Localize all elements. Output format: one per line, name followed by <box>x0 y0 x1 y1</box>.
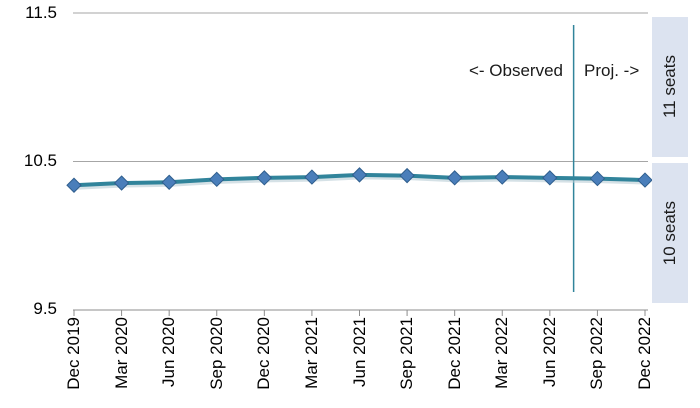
data-point-marker <box>589 170 606 187</box>
band-label: 11 seats <box>660 55 679 119</box>
band-10-seats: 10 seats <box>652 163 688 303</box>
x-axis-label: Dec 2022 <box>635 317 654 390</box>
band-label: 10 seats <box>660 200 679 266</box>
x-axis-label: Jun 2020 <box>159 317 179 387</box>
x-axis-label: Dec 2019 <box>64 317 83 390</box>
x-axis-label: Mar 2020 <box>111 317 131 389</box>
x-axis-label: Dec 2021 <box>444 317 464 390</box>
data-point-marker <box>66 177 82 193</box>
data-point-marker <box>351 167 368 183</box>
projection-annotation: Proj. -> <box>584 61 640 80</box>
band-11-seats: 11 seats <box>652 17 688 157</box>
observed-annotation: <- Observed <box>468 61 563 80</box>
data-point-marker <box>113 175 130 191</box>
data-point-marker <box>161 174 177 190</box>
y-axis-tick-label: 10.5 <box>23 151 57 170</box>
data-point-marker <box>446 170 463 186</box>
x-axis-label: Jun 2022 <box>539 317 559 387</box>
x-axis-label: Mar 2022 <box>492 317 512 389</box>
data-point-marker <box>304 169 320 185</box>
x-axis-label: Jun 2021 <box>349 317 369 387</box>
x-axis-label: Sep 2020 <box>206 317 226 390</box>
data-point-marker <box>399 167 415 184</box>
x-axis-label: Mar 2021 <box>301 317 321 389</box>
y-axis-tick-label: 9.5 <box>33 299 57 318</box>
data-point-marker <box>494 169 510 185</box>
data-point-marker <box>542 170 558 186</box>
x-axis-label: Sep 2021 <box>397 317 417 390</box>
x-axis-label: Sep 2022 <box>587 317 607 390</box>
x-axis-label: Dec 2020 <box>254 317 274 390</box>
y-axis-tick-label: 11.5 <box>25 3 57 22</box>
data-point-marker <box>209 171 225 188</box>
data-point-marker <box>256 170 273 186</box>
data-point-marker <box>637 172 653 188</box>
